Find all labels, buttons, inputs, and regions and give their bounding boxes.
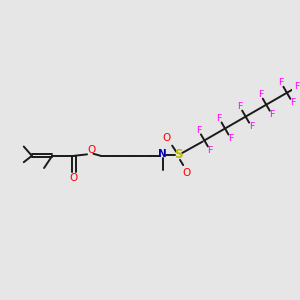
Text: F: F xyxy=(290,98,295,107)
Text: F: F xyxy=(237,102,242,111)
Text: O: O xyxy=(182,168,190,178)
Text: F: F xyxy=(269,110,275,119)
Text: F: F xyxy=(249,122,254,131)
Text: F: F xyxy=(278,78,284,87)
Text: O: O xyxy=(87,145,95,155)
Text: F: F xyxy=(196,126,201,135)
Text: F: F xyxy=(208,146,213,155)
Text: O: O xyxy=(163,133,171,142)
Text: N: N xyxy=(158,149,167,159)
Text: F: F xyxy=(258,90,263,99)
Text: F: F xyxy=(228,134,233,143)
Text: O: O xyxy=(70,173,78,183)
Text: F: F xyxy=(217,114,222,123)
Text: S: S xyxy=(175,148,183,161)
Text: F: F xyxy=(294,82,300,91)
